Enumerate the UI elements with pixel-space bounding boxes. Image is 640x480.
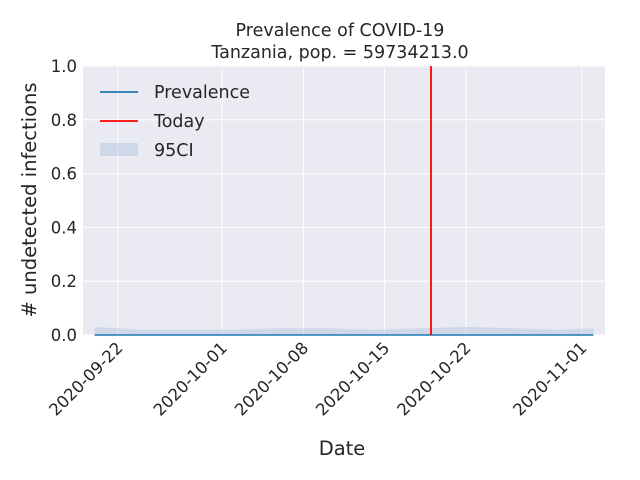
x-tick-label: 2020-10-01 xyxy=(150,338,231,419)
legend: Prevalence Today 95CI xyxy=(100,83,250,161)
chart-title-line2: Tanzania, pop. = 59734213.0 xyxy=(210,43,468,63)
legend-label-prevalence: Prevalence xyxy=(154,83,250,103)
y-tick-label: 0.2 xyxy=(51,272,77,291)
y-tick-label: 1.0 xyxy=(51,57,77,76)
x-ticks: 2020-09-22 2020-10-01 2020-10-08 2020-10-15… xyxy=(45,338,590,419)
y-tick-label: 0.6 xyxy=(51,165,77,184)
chart-title-line1: Prevalence of COVID-19 xyxy=(236,21,445,41)
x-tick-label: 2020-10-22 xyxy=(393,338,474,419)
y-tick-label: 0.0 xyxy=(51,326,77,345)
ci-band-group xyxy=(94,326,594,335)
y-tick-label: 0.8 xyxy=(51,111,77,130)
y-tick-label: 0.4 xyxy=(51,218,77,237)
grid xyxy=(83,65,605,336)
plot-area xyxy=(83,66,605,335)
legend-label-today: Today xyxy=(153,112,205,132)
y-ticks: 0.0 0.2 0.4 0.6 0.8 1.0 xyxy=(51,57,77,345)
x-axis-label: Date xyxy=(319,437,366,460)
y-axis-label: # undetected infections xyxy=(18,82,41,317)
legend-swatch-95ci xyxy=(100,143,138,156)
x-tick-label: 2020-10-08 xyxy=(231,338,312,419)
x-tick-label: 2020-09-22 xyxy=(45,338,126,419)
legend-label-95ci: 95CI xyxy=(154,141,194,161)
ci-band xyxy=(94,326,594,335)
x-tick-label: 2020-10-15 xyxy=(312,338,393,419)
x-tick-label: 2020-11-01 xyxy=(509,338,590,419)
